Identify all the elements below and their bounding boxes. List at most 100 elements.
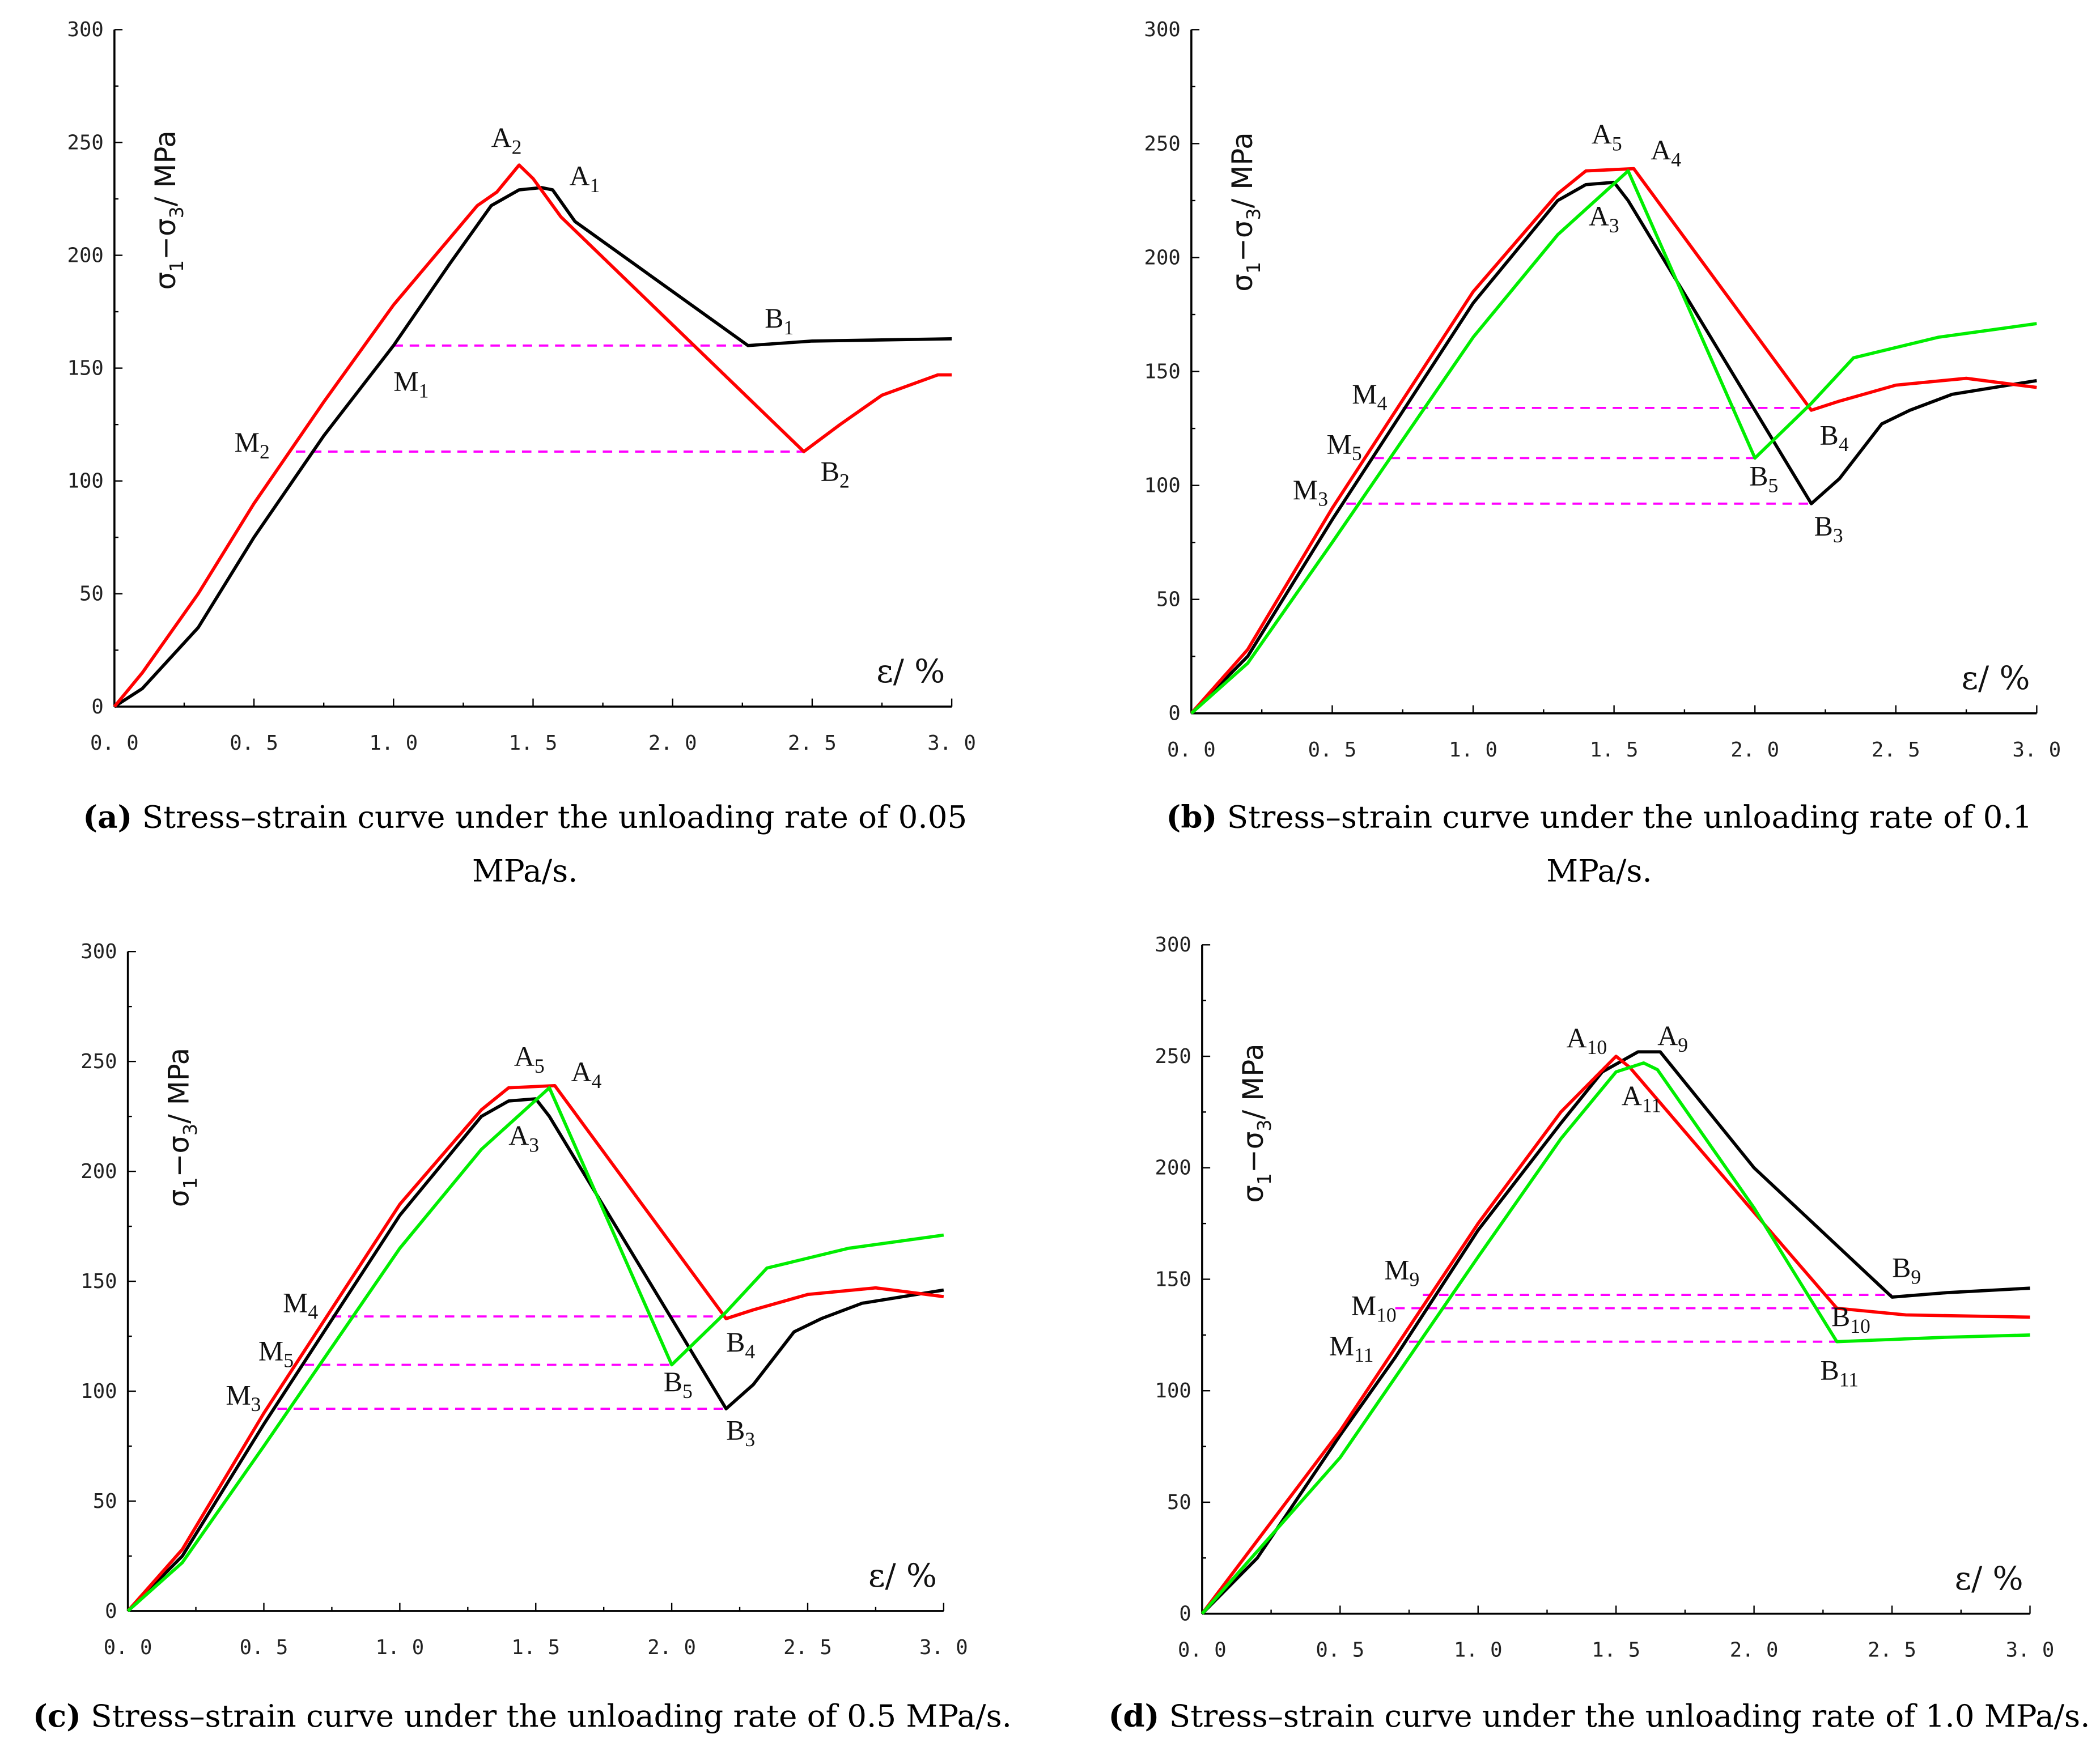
point-label-letter: B <box>1831 1301 1850 1332</box>
y-axis-label-part: σ <box>149 272 182 290</box>
x-tick-label: 1. 0 <box>1454 1639 1503 1662</box>
y-tick-label: 50 <box>1156 588 1181 611</box>
point-label-subscript: 5 <box>1612 132 1622 155</box>
caption-tag: (b) <box>1166 799 1217 835</box>
point-label-letter: M <box>393 366 418 397</box>
point-label-subscript: 10 <box>1850 1315 1870 1337</box>
x-axis-label: ε/ % <box>1961 660 2030 697</box>
point-label: A4 <box>571 1056 602 1093</box>
point-label: A10 <box>1567 1022 1607 1059</box>
point-label-letter: A <box>1592 118 1612 150</box>
y-tick-label: 100 <box>67 470 104 493</box>
y-axis-label-part: 1 <box>166 260 188 272</box>
point-label-subscript: 3 <box>745 1428 755 1451</box>
y-axis-label-part: −σ <box>1237 1132 1270 1173</box>
y-axis-label-part: 1 <box>179 1177 201 1189</box>
point-label: A9 <box>1657 1020 1688 1056</box>
point-label-letter: M <box>1384 1255 1409 1286</box>
panel-c: 0. 0 0. 5 1. 0 1. 5 2. 0 2. 5 3. 0 0 50 100 150 200… <box>33 940 1012 1734</box>
point-label-subscript: 3 <box>1609 214 1619 237</box>
point-label: M11 <box>1329 1330 1374 1366</box>
x-tick-label: 1. 5 <box>1592 1639 1640 1662</box>
x-tick-label: 3. 0 <box>927 732 976 755</box>
point-label-letter: B <box>664 1366 682 1397</box>
y-axis-label-part: / MPa <box>149 130 182 206</box>
point-label: B3 <box>726 1414 755 1451</box>
point-label-letter: M <box>1352 379 1377 410</box>
point-label-subscript: 3 <box>1318 488 1328 511</box>
caption-tag: (c) <box>33 1698 81 1734</box>
x-tick-label: 2. 5 <box>783 1636 832 1659</box>
y-axis-label: σ1−σ3/ MPa <box>149 130 188 290</box>
caption-text: Stress–strain curve under the unloading … <box>1159 1698 2090 1734</box>
y-tick-label: 300 <box>1144 18 1181 41</box>
point-label: M5 <box>1327 428 1362 465</box>
y-tick-label: 250 <box>80 1050 117 1073</box>
series-line-green <box>1200 1061 2030 1615</box>
y-tick-label: 0 <box>1179 1603 1191 1626</box>
point-label-letter: A <box>508 1120 529 1151</box>
point-label-subscript: 11 <box>1354 1344 1373 1366</box>
y-tick-label: 200 <box>1155 1157 1191 1180</box>
series-line-red <box>126 1083 944 1612</box>
point-label: A3 <box>508 1120 539 1157</box>
point-label-letter: A <box>514 1041 534 1072</box>
point-label-letter: B <box>726 1414 745 1446</box>
point-label-subscript: 11 <box>1839 1368 1859 1391</box>
x-tick-label: 3. 0 <box>2006 1639 2055 1662</box>
x-tick-label: 0. 5 <box>230 732 278 755</box>
point-label: A11 <box>1622 1081 1661 1117</box>
x-tick-label: 0. 0 <box>90 732 139 755</box>
x-tick-label: 3. 0 <box>919 1636 968 1659</box>
y-tick-label: 300 <box>67 18 104 41</box>
y-tick-label: 100 <box>80 1380 117 1403</box>
point-label: B5 <box>1749 461 1778 497</box>
x-axis-label: ε/ % <box>1955 1560 2023 1597</box>
point-label-letter: B <box>1749 461 1768 492</box>
y-tick-label: 150 <box>80 1270 117 1293</box>
x-tick-label: 3. 0 <box>2012 738 2061 762</box>
point-label: B4 <box>1820 419 1849 456</box>
point-label-subscript: 10 <box>1587 1036 1607 1059</box>
point-label: B11 <box>1820 1355 1859 1391</box>
series-line-black <box>113 186 952 708</box>
y-tick-label: 100 <box>1155 1379 1191 1402</box>
point-label-subscript: 9 <box>1410 1268 1420 1290</box>
point-label-letter: B <box>1814 511 1833 542</box>
x-tick-label: 2. 5 <box>788 732 837 755</box>
caption-line-2: MPa/s. <box>1546 853 1652 889</box>
y-axis-label-part: σ <box>1237 1185 1270 1203</box>
point-label-subscript: 9 <box>1678 1034 1688 1056</box>
series-line-red <box>1190 167 2037 715</box>
point-label: M5 <box>258 1336 294 1372</box>
y-axis-label-part: 1 <box>1242 262 1265 274</box>
y-axis-label-part: σ <box>1226 274 1259 292</box>
x-tick-label: 1. 0 <box>369 732 418 755</box>
point-label-letter: M <box>1293 474 1318 505</box>
point-label: B10 <box>1831 1301 1870 1337</box>
point-label: M9 <box>1384 1255 1419 1291</box>
point-label-letter: A <box>1651 135 1671 166</box>
point-label: B2 <box>821 456 850 492</box>
x-axis-label: ε/ % <box>876 653 945 690</box>
y-tick-label: 200 <box>80 1160 117 1183</box>
x-axis-label: ε/ % <box>868 1557 937 1595</box>
point-label: B4 <box>726 1327 755 1363</box>
point-label-letter: B <box>765 303 783 334</box>
y-axis-label: σ1−σ3/ MPa <box>1226 132 1265 291</box>
y-tick-label: 150 <box>1144 360 1181 383</box>
x-tick-label: 2. 0 <box>648 732 697 755</box>
point-label-letter: B <box>726 1327 745 1358</box>
point-label: B3 <box>1814 511 1843 547</box>
point-label-subscript: 5 <box>682 1380 693 1402</box>
caption-tag: (d) <box>1109 1698 1160 1734</box>
point-label-letter: B <box>1892 1252 1911 1284</box>
y-tick-label: 250 <box>1155 1045 1191 1068</box>
y-axis-label: σ1−σ3/ MPa <box>163 1048 201 1207</box>
point-label-letter: A <box>1567 1022 1587 1053</box>
point-label-letter: B <box>1820 419 1839 450</box>
x-tick-label: 1. 5 <box>1590 738 1639 762</box>
y-axis-label-part: −σ <box>163 1136 196 1177</box>
point-label: M3 <box>226 1379 261 1416</box>
